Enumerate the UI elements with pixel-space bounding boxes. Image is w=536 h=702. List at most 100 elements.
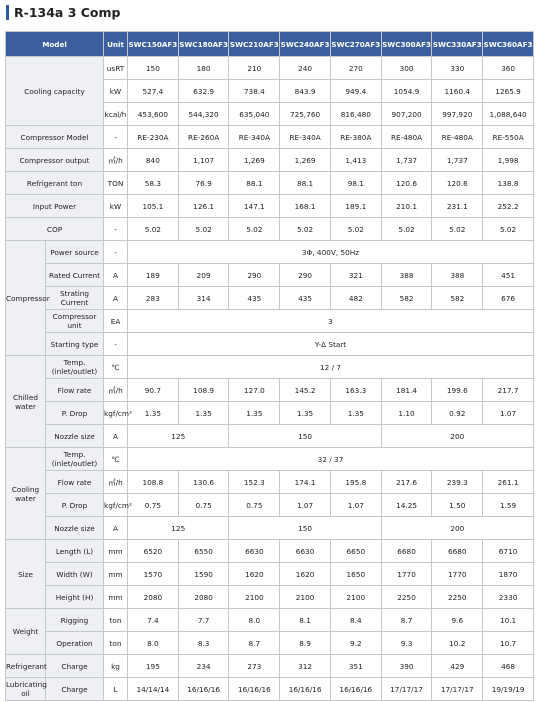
row-label: Power source xyxy=(44,240,105,264)
value-cell: 217.6 xyxy=(380,470,433,494)
value-cell: 390 xyxy=(380,654,433,678)
unit: A xyxy=(103,516,129,540)
spec-row: Flow rate ㎥/h 108.8 130.6 152.3 174.1 195.8 217… xyxy=(6,470,534,494)
value-cell: 1,269 xyxy=(228,148,281,172)
value-cell: 312 xyxy=(279,654,331,678)
value-cell: 5.02 xyxy=(431,217,484,241)
value-cell: 209 xyxy=(177,263,230,287)
value-cell: 1,998 xyxy=(482,148,534,172)
value-cell: 9.2 xyxy=(329,631,382,655)
value-cell: 1.10 xyxy=(380,401,433,425)
value-cell: 239.3 xyxy=(431,470,484,494)
value-cell: 738.4 xyxy=(228,79,281,103)
spec-row: Rated Current A 189 209 290 290 321 388 388 451 xyxy=(6,263,534,287)
value-cell: 468 xyxy=(482,654,534,678)
value-cell: 8.3 xyxy=(177,631,230,655)
row-label: Flow rate xyxy=(44,378,105,402)
value-cell: 321 xyxy=(329,263,382,287)
value-cell: 290 xyxy=(228,263,281,287)
spec-row: Nozzle size A 125 150 200 xyxy=(6,424,535,448)
value-cell: 12 / 7 xyxy=(127,355,534,379)
value-cell: 9.6 xyxy=(431,608,484,632)
value-cell: 1.35 xyxy=(279,401,331,425)
value-cell: 120.6 xyxy=(431,171,484,195)
spec-row: Size Length (L) mm 6520 6550 6630 6630 6650 6680… xyxy=(5,539,534,609)
value-cell: 10.1 xyxy=(482,608,534,632)
model-name: SWC150AF3 xyxy=(127,31,179,57)
model-name: SWC360AF3 xyxy=(482,31,534,57)
value-cell: 1770 xyxy=(431,562,484,586)
value-cell: 150 xyxy=(228,516,382,540)
value-cell: 6650 xyxy=(329,539,382,563)
header-row: Model Unit SWC150AF3 SWC180AF3 SWC210AF3 SW… xyxy=(4,31,534,57)
value-cell: 10.2 xyxy=(431,631,484,655)
row-label: Length (L) xyxy=(44,539,105,563)
row-label: Compressor Model xyxy=(4,125,105,149)
row-label: Temp.(inlet/outlet) xyxy=(44,447,105,471)
value-cell: 2250 xyxy=(431,585,484,609)
value-cell: 150 xyxy=(228,424,382,448)
value-cell: 2250 xyxy=(380,585,433,609)
value-cell: 199.6 xyxy=(431,378,484,402)
value-cell: 150 xyxy=(127,56,179,80)
unit: kW xyxy=(103,79,129,103)
value-cell: 314 xyxy=(177,286,230,310)
spec-row: Chilled water Temp.(inlet/outlet) ℃ 12 / 7 xyxy=(5,355,534,448)
unit: TON xyxy=(103,171,129,195)
spec-row: Starting type - Y-Δ Start xyxy=(6,332,534,356)
value-cell: 300 xyxy=(380,56,433,80)
value-cell: 1,107 xyxy=(177,148,230,172)
spec-row: Refrigerant Charge kg 195 234 273 312 351 390 429… xyxy=(5,654,534,678)
title: R-134a 3 Comp xyxy=(6,4,120,20)
value-cell: 90.7 xyxy=(127,378,179,402)
value-cell: 1265.9 xyxy=(482,79,534,103)
value-cell: 6630 xyxy=(279,539,331,563)
value-cell: 451 xyxy=(482,263,534,287)
value-cell: 234 xyxy=(177,654,230,678)
value-cell: 5.02 xyxy=(228,217,281,241)
row-label: COP xyxy=(4,217,105,241)
value-cell: 125 xyxy=(127,424,230,448)
value-cell: 210 xyxy=(228,56,281,80)
value-cell: 1.35 xyxy=(228,401,281,425)
group-label: Lubricating oil xyxy=(5,677,47,701)
value-cell: 8.4 xyxy=(329,608,382,632)
row-label: Rigging xyxy=(44,608,105,632)
unit: - xyxy=(103,240,129,264)
value-cell: 283 xyxy=(127,286,179,310)
value-cell: 180 xyxy=(177,56,230,80)
row-label: Operation xyxy=(44,631,105,655)
row-label: Temp.(inlet/outlet) xyxy=(44,355,105,379)
value-cell: 843.9 xyxy=(279,79,331,103)
group-label: Cooling capacity xyxy=(4,56,105,126)
value-cell: RE-480A xyxy=(380,125,433,149)
value-cell: 2100 xyxy=(228,585,281,609)
title-bar xyxy=(6,4,9,20)
value-cell: 360 xyxy=(482,56,534,80)
value-cell: 1.07 xyxy=(279,493,331,517)
value-cell: 5.02 xyxy=(380,217,433,241)
value-cell: 1,088,640 xyxy=(482,102,534,126)
value-cell: 138.8 xyxy=(482,171,534,195)
model-name: SWC270AF3 xyxy=(329,31,382,57)
value-cell: 6520 xyxy=(127,539,179,563)
spec-row: P. Drop kgf/cm² 0.75 0.75 0.75 1.07 1.07 14.25 1… xyxy=(6,493,534,517)
value-cell: 1.59 xyxy=(482,493,534,517)
value-cell: 273 xyxy=(228,654,281,678)
value-cell: 453,600 xyxy=(127,102,179,126)
row-label: Compressor output xyxy=(4,148,105,172)
spec-row: P. Drop kgf/cm² 1.35 1.35 1.35 1.35 1.35 1.10 0.… xyxy=(6,401,534,425)
unit: - xyxy=(103,332,129,356)
value-cell: 6630 xyxy=(228,539,281,563)
row-label: P. Drop xyxy=(44,401,105,425)
unit: mm xyxy=(103,539,129,563)
row-label: Nozzle size xyxy=(44,424,105,448)
spec-row: Input Power kW 105.1 126.1 147.1 168.1 189.1 21… xyxy=(4,194,534,218)
value-cell: 1620 xyxy=(279,562,331,586)
value-cell: 17/17/17 xyxy=(380,677,433,701)
unit: ton xyxy=(103,608,129,632)
value-cell: 126.1 xyxy=(177,194,230,218)
model-name: SWC330AF3 xyxy=(431,31,484,57)
value-cell: 88.1 xyxy=(228,171,281,195)
value-cell: 5.02 xyxy=(482,217,534,241)
